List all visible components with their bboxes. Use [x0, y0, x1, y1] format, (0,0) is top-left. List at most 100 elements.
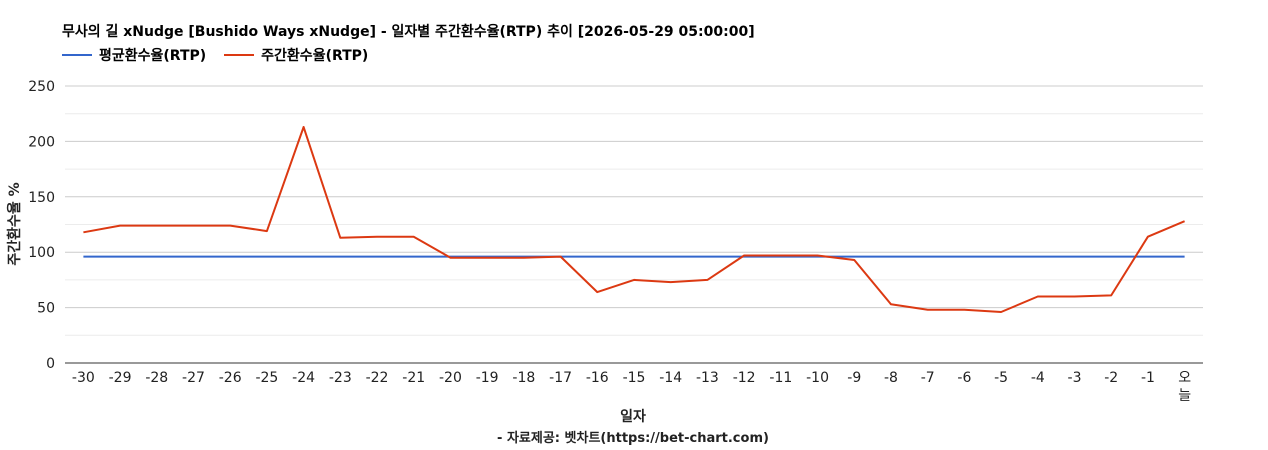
data-point-average[interactable]: [668, 254, 674, 260]
data-point-weekly[interactable]: [594, 289, 600, 295]
data-point-average[interactable]: [190, 254, 196, 260]
data-point-weekly[interactable]: [264, 228, 270, 234]
legend-item-weekly[interactable]: 주간환수율(RTP): [224, 45, 368, 65]
data-point-weekly[interactable]: [558, 254, 564, 260]
data-point-average[interactable]: [594, 254, 600, 260]
gridlines: [65, 85, 1203, 364]
legend-swatch-average: [62, 54, 92, 56]
data-point-average[interactable]: [704, 254, 710, 260]
data-point-weekly[interactable]: [1182, 218, 1188, 224]
x-tick-label: -3: [1068, 370, 1082, 386]
y-axis-title: 주간환수율 %: [6, 182, 23, 265]
data-point-weekly[interactable]: [961, 307, 967, 313]
legend: 평균환수율(RTP) 주간환수율(RTP): [62, 45, 386, 65]
legend-swatch-weekly: [224, 54, 255, 56]
legend-item-average[interactable]: 평균환수율(RTP): [62, 45, 206, 65]
x-tick-label: -9: [847, 370, 861, 386]
data-point-average[interactable]: [337, 254, 343, 260]
x-tick-label: -19: [476, 370, 499, 386]
x-tick-label: -20: [439, 370, 462, 386]
y-tick-label: 0: [46, 356, 55, 372]
data-point-average[interactable]: [117, 254, 123, 260]
data-point-average[interactable]: [374, 254, 380, 260]
data-point-weekly[interactable]: [1108, 292, 1114, 298]
y-tick-labels: 0 50 100 150 200 250: [28, 79, 55, 372]
data-point-weekly[interactable]: [998, 309, 1004, 315]
y-tick-label: 100: [28, 245, 55, 261]
data-point-weekly[interactable]: [851, 257, 857, 263]
x-tick-label: -18: [512, 370, 535, 386]
data-point-average[interactable]: [227, 254, 233, 260]
data-point-weekly[interactable]: [227, 223, 233, 229]
data-point-average[interactable]: [1108, 254, 1114, 260]
y-tick-label: 150: [28, 190, 55, 206]
x-tick-label: -29: [109, 370, 132, 386]
x-tick-label: -17: [549, 370, 572, 386]
x-tick-label: -22: [366, 370, 389, 386]
data-point-weekly[interactable]: [411, 234, 417, 240]
data-point-average[interactable]: [1072, 254, 1078, 260]
data-point-average[interactable]: [631, 254, 637, 260]
x-tick-label: -12: [733, 370, 756, 386]
data-point-average[interactable]: [1035, 254, 1041, 260]
x-tick-label: -14: [659, 370, 682, 386]
data-point-weekly[interactable]: [117, 223, 123, 229]
data-point-weekly[interactable]: [80, 229, 86, 235]
data-point-weekly[interactable]: [1072, 294, 1078, 300]
y-tick-label: 50: [37, 301, 55, 317]
data-point-weekly[interactable]: [337, 235, 343, 241]
data-point-weekly[interactable]: [1035, 294, 1041, 300]
data-point-average[interactable]: [925, 254, 931, 260]
x-tick-label: -24: [292, 370, 315, 386]
data-point-weekly[interactable]: [668, 279, 674, 285]
x-tick-label: -16: [586, 370, 609, 386]
x-tick-label: -13: [696, 370, 719, 386]
data-point-average[interactable]: [1182, 254, 1188, 260]
data-point-weekly[interactable]: [888, 301, 894, 307]
data-point-weekly[interactable]: [815, 253, 821, 259]
data-point-weekly[interactable]: [1145, 234, 1151, 240]
data-point-weekly[interactable]: [301, 124, 307, 130]
data-point-average[interactable]: [1145, 254, 1151, 260]
series-line-weekly[interactable]: [83, 126, 1185, 313]
data-point-weekly[interactable]: [447, 255, 453, 261]
data-point-average[interactable]: [301, 254, 307, 260]
x-tick-label: -1: [1141, 370, 1155, 386]
data-point-weekly[interactable]: [374, 234, 380, 240]
x-tick-label: -11: [769, 370, 792, 386]
x-tick-label: -23: [329, 370, 352, 386]
data-point-weekly[interactable]: [190, 223, 196, 229]
data-point-average[interactable]: [888, 254, 894, 260]
data-point-weekly[interactable]: [154, 223, 160, 229]
data-point-weekly[interactable]: [484, 255, 490, 261]
data-point-weekly[interactable]: [631, 277, 637, 283]
source-credit: - 자료제공: 벳차트(https://bet-chart.com): [497, 430, 769, 446]
x-tick-label: -6: [957, 370, 971, 386]
data-point-weekly[interactable]: [925, 307, 931, 313]
x-tick-label: -15: [623, 370, 646, 386]
data-point-weekly[interactable]: [521, 255, 527, 261]
data-point-average[interactable]: [961, 254, 967, 260]
x-tick-label: -26: [219, 370, 242, 386]
data-point-average[interactable]: [154, 254, 160, 260]
data-point-average[interactable]: [264, 254, 270, 260]
y-tick-label: 200: [28, 134, 55, 150]
data-point-average[interactable]: [80, 254, 86, 260]
x-tick-label: -25: [255, 370, 278, 386]
x-tick-labels: -30 -29 -28 -27 -26 -25 -24 -23 -22 -21 -20 -19 -18-…: [72, 370, 1191, 404]
x-tick-label: -5: [994, 370, 1008, 386]
chart-title: 무사의 길 xNudge [Bushido Ways xNudge] - 일자별…: [62, 24, 755, 40]
data-point-average[interactable]: [411, 254, 417, 260]
data-point-weekly[interactable]: [704, 277, 710, 283]
data-point-weekly[interactable]: [741, 253, 747, 259]
x-tick-label: -2: [1104, 370, 1118, 386]
data-point-average[interactable]: [998, 254, 1004, 260]
legend-label-weekly: 주간환수율(RTP): [261, 48, 369, 64]
x-tick-label: -8: [884, 370, 898, 386]
data-point-weekly[interactable]: [778, 253, 784, 259]
y-tick-label: 250: [28, 79, 55, 95]
x-tick-label: -4: [1031, 370, 1045, 386]
x-tick-label: -21: [402, 370, 425, 386]
